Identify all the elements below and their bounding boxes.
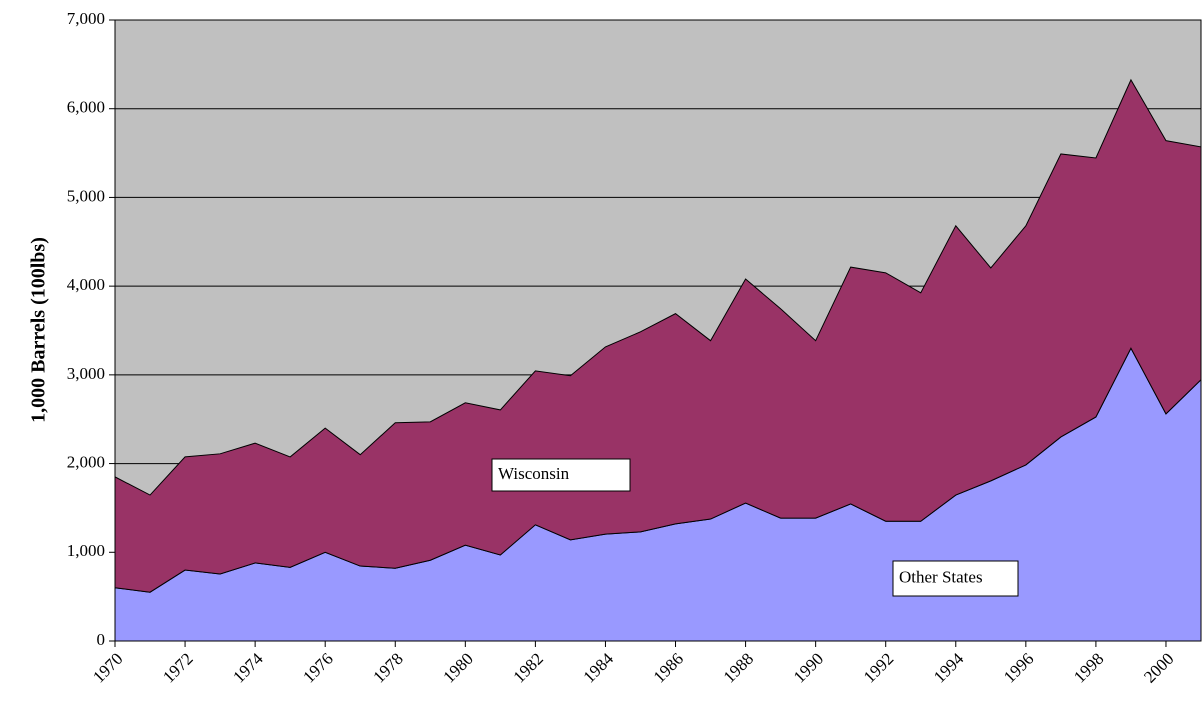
y-tick-label: 3,000 xyxy=(67,364,105,383)
y-axis-label: 1,000 Barrels (100lbs) xyxy=(28,237,50,423)
y-tick-label: 0 xyxy=(97,630,106,649)
x-tick-label: 1984 xyxy=(580,649,618,687)
series-label: Other States xyxy=(899,567,983,586)
x-tick-label: 1986 xyxy=(650,649,687,686)
x-tick-label: 2000 xyxy=(1140,649,1177,686)
x-tick-label: 1990 xyxy=(790,649,827,686)
x-tick-label: 1972 xyxy=(159,649,196,686)
y-tick-label: 6,000 xyxy=(67,98,105,117)
x-tick-label: 1996 xyxy=(1000,649,1037,686)
y-tick-label: 1,000 xyxy=(67,541,105,560)
y-tick-label: 4,000 xyxy=(67,275,105,294)
series-label-box xyxy=(491,458,631,492)
y-tick-label: 5,000 xyxy=(67,186,105,205)
series-label: Wisconsin xyxy=(498,464,570,483)
x-tick-label: 1974 xyxy=(229,649,267,687)
x-tick-label: 1980 xyxy=(439,649,476,686)
x-tick-label: 1988 xyxy=(720,649,757,686)
x-tick-label: 1992 xyxy=(860,649,897,686)
x-tick-label: 1982 xyxy=(510,649,547,686)
y-tick-label: 7,000 xyxy=(67,9,105,28)
x-tick-label: 1976 xyxy=(299,649,336,686)
y-tick-label: 2,000 xyxy=(67,452,105,471)
x-tick-label: 1970 xyxy=(89,649,126,686)
plot-border xyxy=(114,19,1202,642)
x-tick-label: 1994 xyxy=(930,649,968,687)
x-tick-label: 1998 xyxy=(1070,649,1107,686)
series-label-box xyxy=(892,560,1019,597)
x-tick-label: 1978 xyxy=(369,649,406,686)
